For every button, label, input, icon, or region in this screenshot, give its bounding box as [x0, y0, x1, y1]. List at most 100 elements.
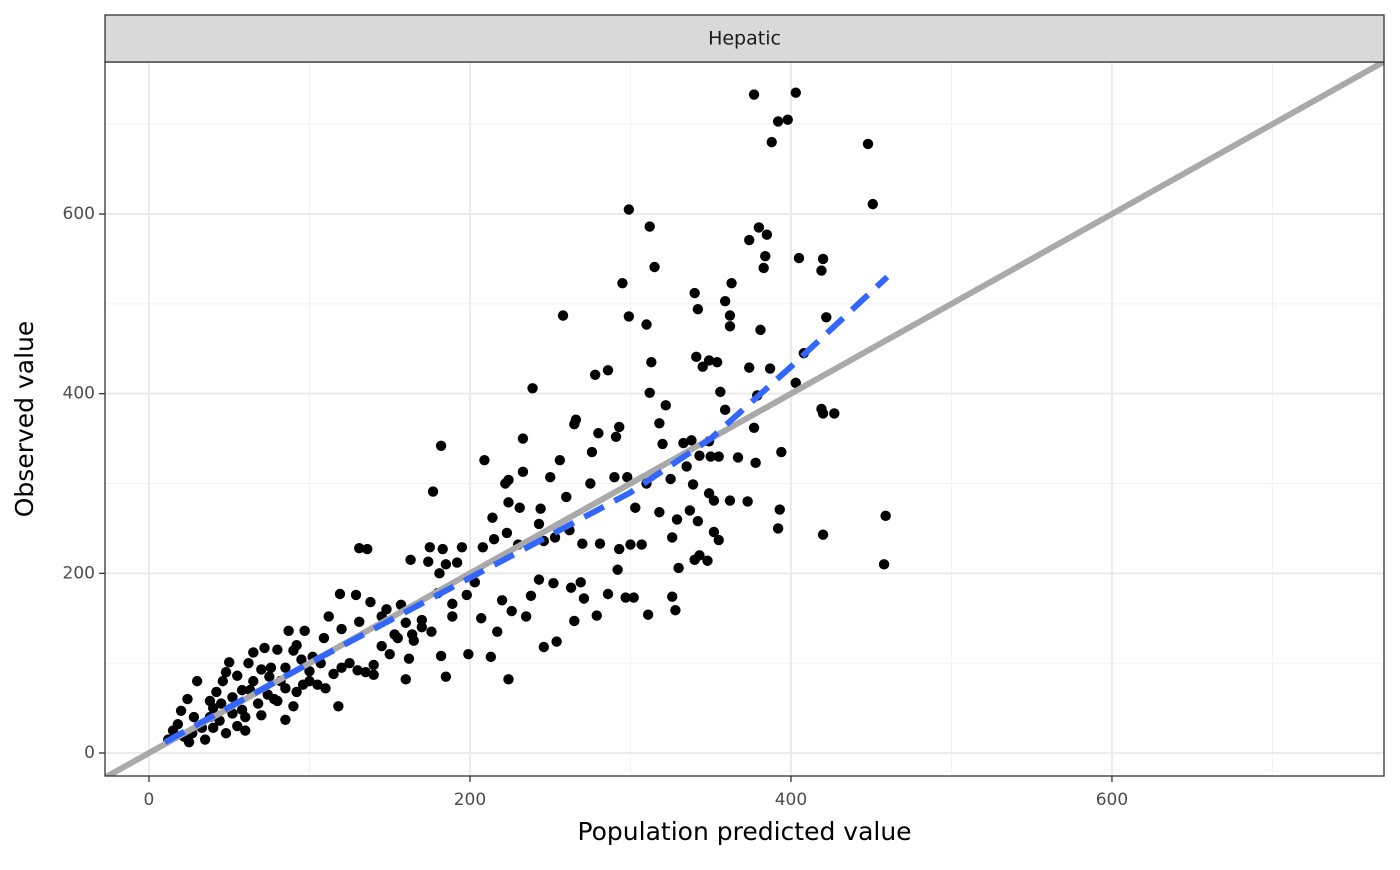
- point: [744, 362, 755, 373]
- point: [264, 671, 275, 682]
- point: [283, 625, 294, 637]
- point: [520, 611, 532, 622]
- point: [589, 369, 601, 381]
- point: [312, 679, 323, 690]
- point: [750, 457, 761, 469]
- point: [492, 626, 503, 637]
- point: [207, 702, 219, 714]
- point: [642, 609, 654, 620]
- point: [463, 648, 474, 660]
- point: [569, 419, 580, 430]
- point: [578, 593, 590, 604]
- point: [360, 666, 371, 678]
- point: [236, 684, 248, 696]
- point: [671, 514, 683, 525]
- point: [694, 450, 705, 461]
- point: [625, 539, 636, 550]
- point: [649, 261, 660, 273]
- point: [644, 387, 655, 398]
- point: [630, 502, 641, 513]
- point: [790, 377, 801, 389]
- point: [220, 728, 232, 739]
- point: [447, 598, 458, 610]
- point: [479, 454, 490, 466]
- point: [333, 701, 344, 712]
- point: [641, 319, 652, 330]
- point: [424, 542, 436, 553]
- point: [533, 518, 545, 530]
- point: [748, 89, 760, 100]
- point: [687, 479, 699, 490]
- point: [694, 550, 705, 561]
- point: [191, 675, 203, 687]
- point: [654, 507, 665, 518]
- point: [506, 605, 517, 617]
- point: [774, 504, 785, 515]
- point: [500, 478, 511, 489]
- point: [400, 674, 411, 685]
- point: [384, 648, 395, 660]
- point: [726, 277, 737, 289]
- point: [368, 669, 379, 681]
- point: [350, 589, 362, 601]
- point: [760, 251, 771, 262]
- point: [719, 404, 731, 416]
- point: [880, 510, 891, 522]
- point: [764, 363, 776, 374]
- point: [628, 592, 639, 603]
- point: [772, 523, 784, 534]
- point: [183, 737, 195, 748]
- point: [188, 711, 200, 723]
- point: [199, 734, 211, 745]
- point: [533, 574, 545, 585]
- point: [426, 626, 437, 637]
- point: [368, 659, 379, 671]
- y-tick-label: 200: [63, 563, 95, 583]
- point: [602, 588, 614, 600]
- point: [702, 555, 713, 566]
- point: [713, 534, 724, 546]
- point: [636, 539, 647, 550]
- point: [557, 310, 569, 321]
- point: [328, 668, 339, 680]
- point: [220, 666, 232, 678]
- point: [320, 683, 331, 694]
- point: [644, 221, 655, 232]
- point: [711, 357, 723, 368]
- point: [821, 312, 832, 323]
- point: [400, 617, 411, 628]
- point: [689, 287, 700, 299]
- point: [776, 446, 787, 458]
- point: [447, 611, 458, 622]
- point: [485, 651, 497, 663]
- point: [692, 304, 704, 315]
- point: [416, 614, 428, 626]
- point: [705, 451, 716, 462]
- point: [451, 557, 463, 568]
- point: [744, 234, 755, 246]
- point: [554, 454, 566, 466]
- point: [766, 136, 777, 148]
- point: [617, 277, 628, 289]
- point: [692, 516, 704, 527]
- point: [376, 640, 387, 652]
- point: [211, 686, 222, 698]
- point: [691, 351, 702, 363]
- point: [569, 615, 580, 627]
- point: [593, 427, 604, 439]
- point: [456, 542, 468, 553]
- grid: [105, 62, 1384, 776]
- point: [602, 365, 614, 376]
- point: [352, 665, 363, 676]
- point: [336, 662, 347, 673]
- point: [612, 564, 623, 575]
- point: [678, 437, 689, 449]
- point: [681, 461, 692, 472]
- point: [551, 636, 562, 647]
- point: [175, 705, 187, 716]
- x-tick-label: 600: [1096, 790, 1128, 810]
- x-axis-title: Population predicted value: [577, 817, 911, 846]
- point: [240, 725, 251, 736]
- point: [248, 647, 259, 658]
